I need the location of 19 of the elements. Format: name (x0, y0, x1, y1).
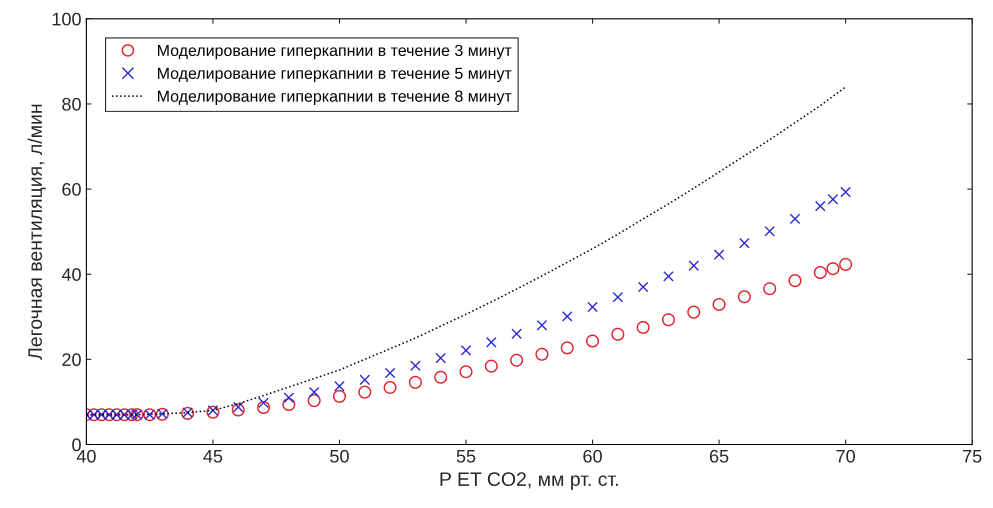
x-axis-title: P ET CO2, мм рт. ст. (440, 472, 618, 490)
x-tick-label: 45 (203, 450, 222, 463)
y-axis-title: Легочная вентиляция, л/мин (28, 104, 46, 360)
x-tick-label: 65 (710, 450, 728, 463)
x-tick-label: 70 (836, 450, 855, 463)
legend-label: Моделирование гиперкапнии в течение 5 минут (158, 68, 512, 82)
legend-label: Моделирование гиперкапнии в течение 8 минут (158, 90, 512, 105)
x-tick-label: 60 (583, 450, 602, 463)
y-tick-label: 20 (62, 353, 81, 366)
y-tick-label: 80 (62, 98, 81, 111)
y-tick-label: 60 (62, 183, 81, 196)
y-tick-label: 100 (52, 12, 81, 26)
y-tick-label: 40 (62, 268, 81, 281)
x-tick-label: 40 (76, 450, 96, 463)
x-tick-label: 75 (963, 450, 982, 463)
x-tick-label: 55 (456, 450, 476, 463)
x-tick-label: 50 (330, 450, 349, 463)
legend-label: Моделирование гиперкапнии в течение 3 минут (158, 44, 512, 60)
y-tick-label: 0 (72, 438, 81, 452)
